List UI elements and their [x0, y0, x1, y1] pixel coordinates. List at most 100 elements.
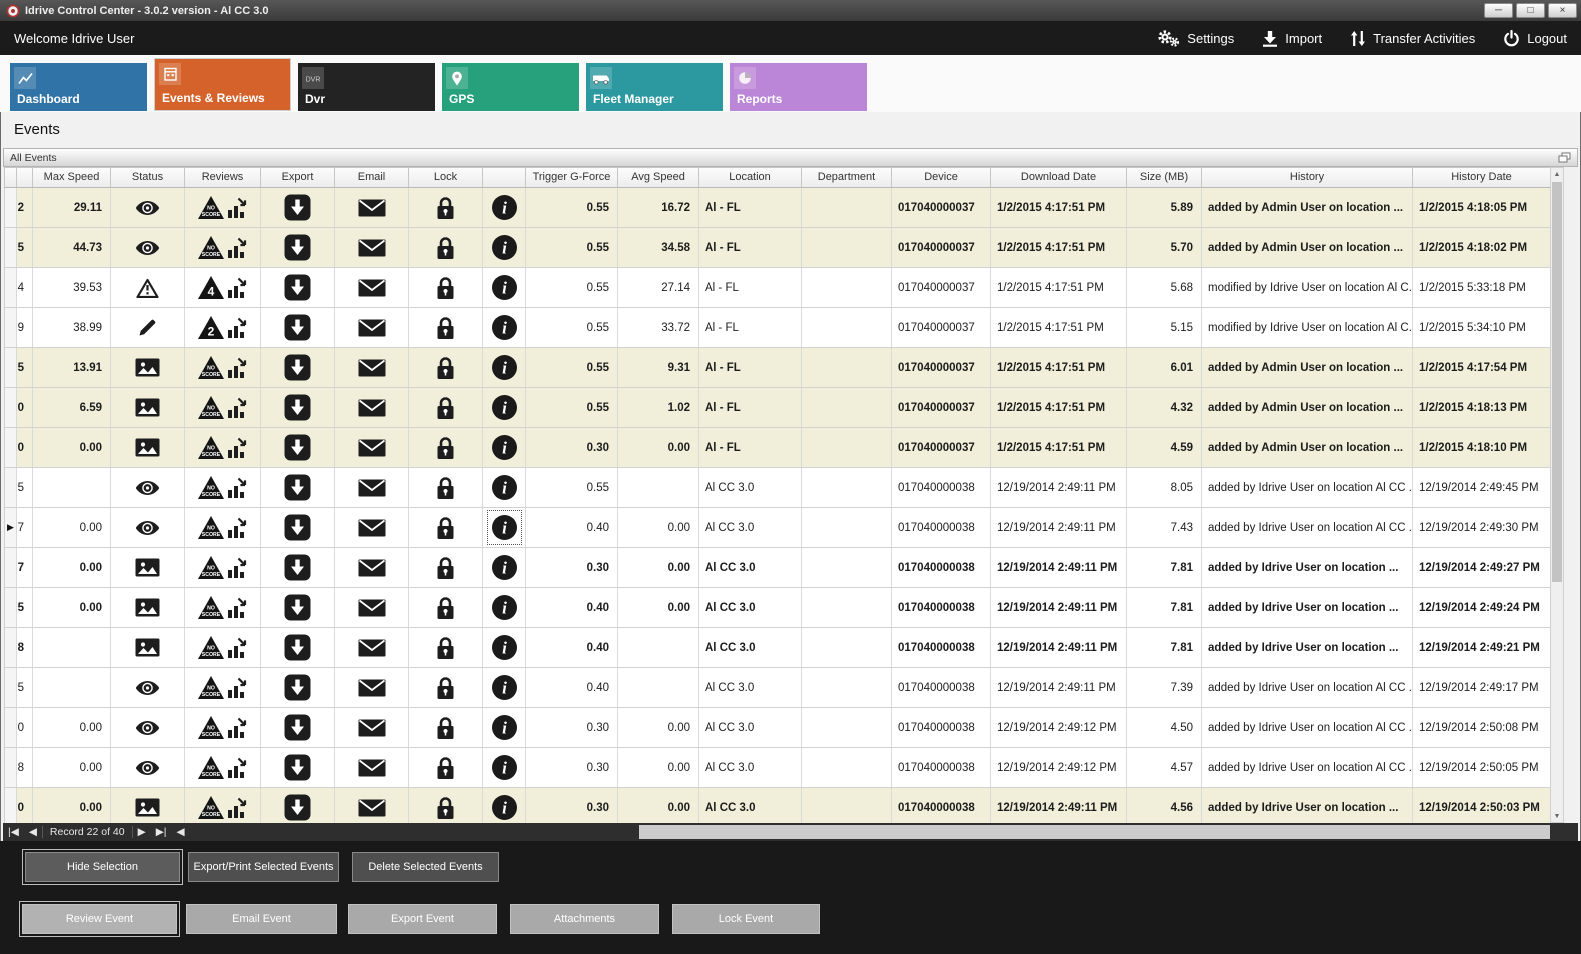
export-icon[interactable] — [261, 468, 335, 507]
lock-icon[interactable] — [409, 548, 483, 587]
export-icon[interactable] — [261, 788, 335, 823]
email-icon[interactable] — [335, 508, 409, 547]
column-header-device[interactable]: Device — [892, 168, 991, 187]
info-cell[interactable]: i — [483, 708, 526, 747]
column-header-size-mb-[interactable]: Size (MB) — [1127, 168, 1202, 187]
info-cell[interactable]: i — [483, 508, 526, 547]
column-header-avg-speed[interactable]: Avg Speed — [618, 168, 699, 187]
info-icon[interactable]: i — [486, 510, 522, 545]
maximize-button[interactable]: □ — [1516, 3, 1545, 18]
horizontal-scrollbar[interactable] — [197, 823, 1578, 841]
info-cell[interactable]: i — [483, 188, 526, 227]
export-icon[interactable] — [261, 548, 335, 587]
image-status-icon[interactable] — [111, 428, 185, 467]
info-icon[interactable]: i — [488, 591, 521, 624]
email-event-button[interactable]: Email Event — [186, 904, 337, 934]
review-score-icon[interactable]: NO SCORE — [185, 188, 261, 227]
column-header-location[interactable]: Location — [699, 168, 802, 187]
lock-icon[interactable] — [409, 628, 483, 667]
info-cell[interactable]: i — [483, 788, 526, 823]
email-icon[interactable] — [335, 268, 409, 307]
email-icon[interactable] — [335, 308, 409, 347]
table-row[interactable]: 0 0.00 NO SCORE i 0.30 0.00 Al - FL 017040000037… — [5, 428, 1550, 468]
table-row[interactable]: 2 29.11 NO SCORE i 0.55 16.72 Al - FL 0170400000… — [5, 188, 1550, 228]
email-icon[interactable] — [335, 428, 409, 467]
lock-icon[interactable] — [409, 428, 483, 467]
vertical-scrollbar-thumb[interactable] — [1552, 182, 1562, 582]
review-score-icon[interactable]: 2 — [185, 308, 261, 347]
info-icon[interactable]: i — [488, 191, 521, 224]
info-icon[interactable]: i — [488, 231, 521, 264]
info-cell[interactable]: i — [483, 388, 526, 427]
eye-status-icon[interactable] — [111, 228, 185, 267]
review-score-icon[interactable]: NO SCORE — [185, 548, 261, 587]
warning-status-icon[interactable] — [111, 268, 185, 307]
close-button[interactable]: × — [1548, 3, 1577, 18]
lock-icon[interactable] — [409, 348, 483, 387]
info-icon[interactable]: i — [488, 311, 521, 344]
lock-icon[interactable] — [409, 228, 483, 267]
export-icon[interactable] — [261, 388, 335, 427]
review-score-icon[interactable]: NO SCORE — [185, 628, 261, 667]
info-icon[interactable]: i — [488, 431, 521, 464]
export-icon[interactable] — [261, 268, 335, 307]
pencil-status-icon[interactable] — [111, 308, 185, 347]
info-cell[interactable]: i — [483, 468, 526, 507]
info-cell[interactable]: i — [483, 668, 526, 707]
attachments-button[interactable]: Attachments — [510, 904, 659, 934]
column-header-blank[interactable] — [17, 168, 33, 187]
info-icon[interactable]: i — [488, 671, 521, 704]
eye-status-icon[interactable] — [111, 668, 185, 707]
table-row[interactable]: 4 39.53 4 i 0.55 27.14 Al - FL 017040000037 1/2/… — [5, 268, 1550, 308]
table-row[interactable]: 5 44.73 NO SCORE i 0.55 34.58 Al - FL 0170400000… — [5, 228, 1550, 268]
eye-status-icon[interactable] — [111, 508, 185, 547]
column-header-trigger-g-force[interactable]: Trigger G-Force — [526, 168, 618, 187]
review-score-icon[interactable]: NO SCORE — [185, 748, 261, 787]
column-header-email[interactable]: Email — [335, 168, 409, 187]
review-score-icon[interactable]: NO SCORE — [185, 388, 261, 427]
review-score-icon[interactable]: NO SCORE — [185, 508, 261, 547]
table-row[interactable]: 8 NO SCORE i 0.40 Al CC 3.0 017040000038 12/19/… — [5, 628, 1550, 668]
table-row[interactable]: 8 0.00 NO SCORE i 0.30 0.00 Al CC 3.0 0170400000… — [5, 748, 1550, 788]
info-cell[interactable]: i — [483, 588, 526, 627]
column-header-max-speed[interactable]: Max Speed — [33, 168, 111, 187]
panel-restore-icon[interactable] — [1558, 152, 1571, 164]
table-row[interactable]: 0 6.59 NO SCORE i 0.55 1.02 Al - FL 017040000037… — [5, 388, 1550, 428]
info-cell[interactable]: i — [483, 748, 526, 787]
image-status-icon[interactable] — [111, 388, 185, 427]
table-row[interactable]: ▶ 7 0.00 NO SCORE i 0.40 0.00 Al CC 3.0 017040000… — [5, 508, 1550, 548]
export-icon[interactable] — [261, 348, 335, 387]
info-icon[interactable]: i — [488, 791, 521, 823]
export-icon[interactable] — [261, 668, 335, 707]
lock-icon[interactable] — [409, 748, 483, 787]
lock-icon[interactable] — [409, 188, 483, 227]
info-icon[interactable]: i — [488, 751, 521, 784]
export-icon[interactable] — [261, 708, 335, 747]
export-icon[interactable] — [261, 428, 335, 467]
lock-event-button[interactable]: Lock Event — [672, 904, 820, 934]
table-row[interactable]: 0 0.00 NO SCORE i 0.30 0.00 Al CC 3.0 0170400000… — [5, 788, 1550, 823]
email-icon[interactable] — [335, 748, 409, 787]
info-icon[interactable]: i — [488, 391, 521, 424]
image-status-icon[interactable] — [111, 348, 185, 387]
email-icon[interactable] — [335, 188, 409, 227]
column-header-history-date[interactable]: History Date — [1413, 168, 1551, 187]
email-icon[interactable] — [335, 548, 409, 587]
review-event-button[interactable]: Review Event — [19, 901, 180, 937]
first-record-button[interactable]: |◀ — [8, 826, 19, 838]
lock-icon[interactable] — [409, 508, 483, 547]
table-row[interactable]: 5 NO SCORE i 0.55 Al CC 3.0 017040000038 12/19/… — [5, 468, 1550, 508]
table-row[interactable]: 5 13.91 NO SCORE i 0.55 9.31 Al - FL 01704000003… — [5, 348, 1550, 388]
column-header-export[interactable]: Export — [261, 168, 335, 187]
table-row[interactable]: 7 0.00 NO SCORE i 0.30 0.00 Al CC 3.0 0170400000… — [5, 548, 1550, 588]
info-icon[interactable]: i — [488, 711, 521, 744]
review-score-icon[interactable]: NO SCORE — [185, 468, 261, 507]
lock-icon[interactable] — [409, 668, 483, 707]
column-header-status[interactable]: Status — [111, 168, 185, 187]
lock-icon[interactable] — [409, 468, 483, 507]
export-icon[interactable] — [261, 228, 335, 267]
info-cell[interactable]: i — [483, 308, 526, 347]
settings-button[interactable]: Settings — [1156, 29, 1234, 48]
email-icon[interactable] — [335, 588, 409, 627]
transfer-activities-button[interactable]: Transfer Activities — [1350, 30, 1475, 47]
